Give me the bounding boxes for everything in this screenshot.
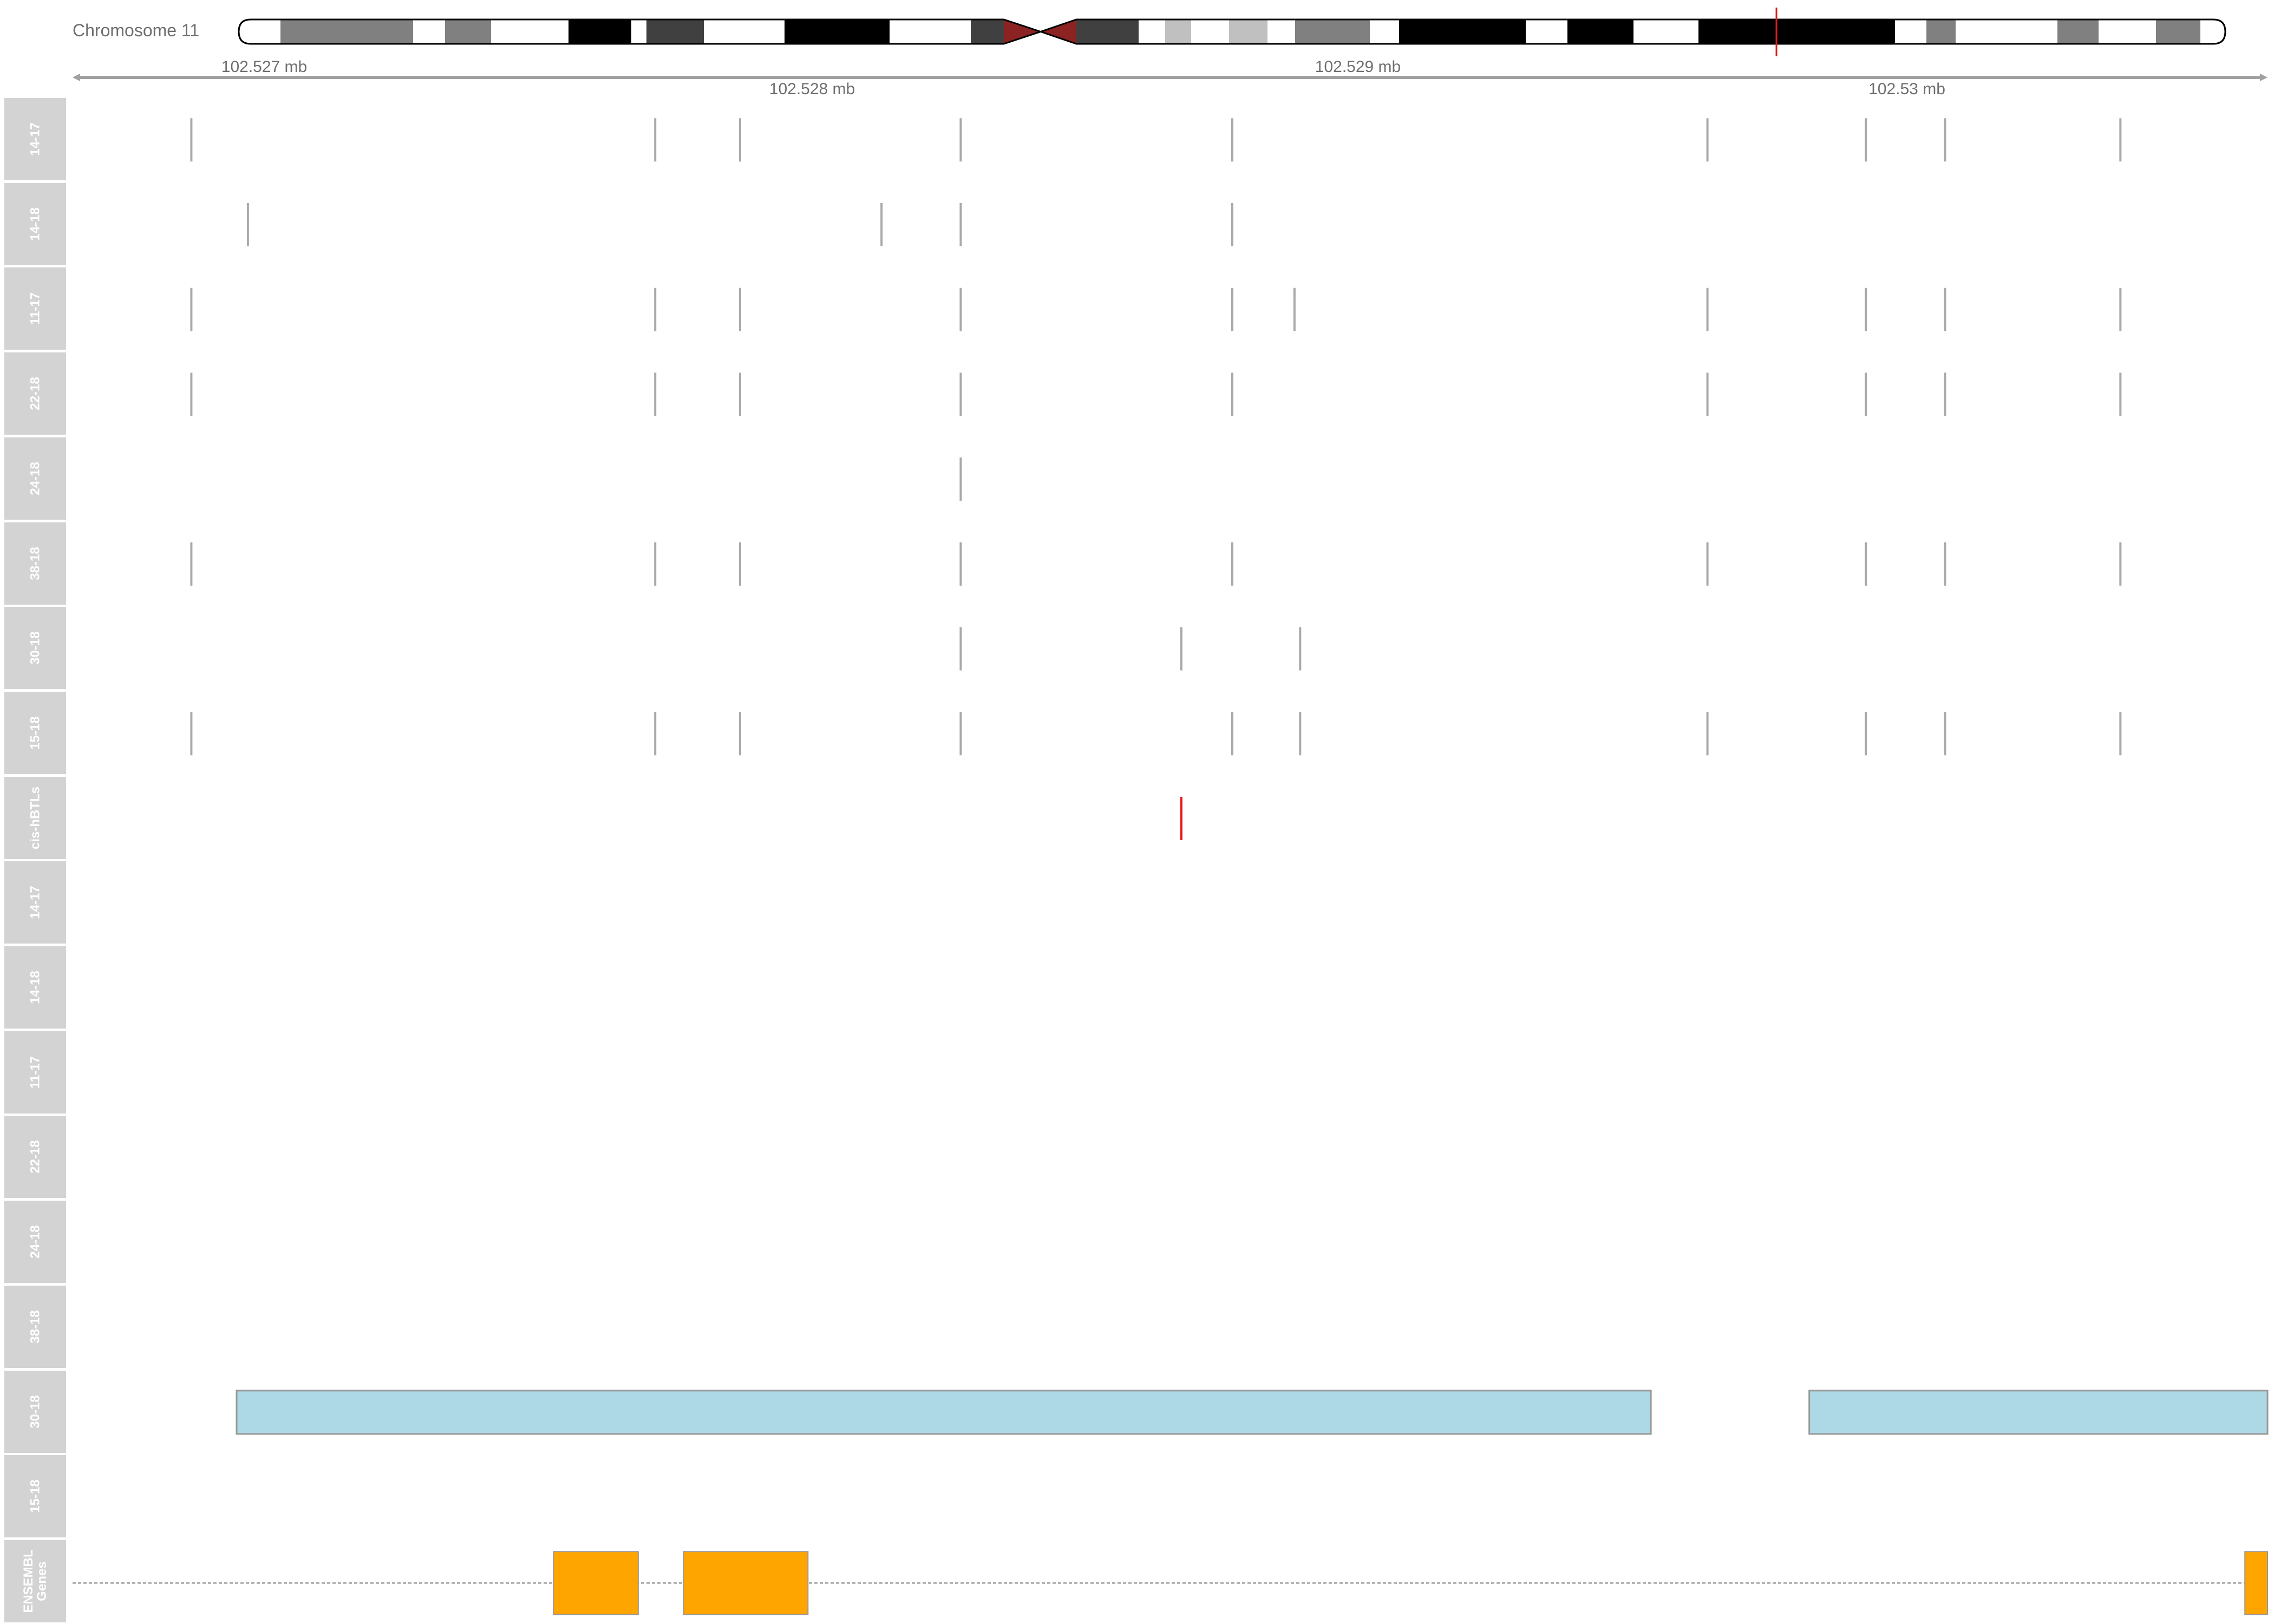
data-tracks: [73, 118, 2269, 1615]
genomic-axis: [73, 74, 2268, 81]
track-label: ENSEMBL Genes: [4, 1540, 66, 1622]
ideogram-band: [1526, 19, 1567, 44]
track-label: 24-18: [4, 437, 66, 520]
axis-tick-label: 102.528 mb: [769, 80, 855, 98]
ideogram-band: [1229, 19, 1267, 44]
track-label-text: 14-17: [28, 122, 43, 156]
track-label: 15-18: [4, 691, 66, 774]
ideogram-band: [631, 19, 646, 44]
ideogram-band: [1295, 19, 1370, 44]
track-label: 38-18: [4, 1285, 66, 1368]
ideogram-band: [704, 19, 785, 44]
axis-tick-label: 102.527 mb: [221, 58, 308, 76]
gene-track: [73, 1551, 2268, 1615]
ideogram-band: [239, 19, 280, 44]
track-label: 22-18: [4, 1116, 66, 1199]
track-label-text: 22-18: [28, 1140, 43, 1174]
axis-tick-label: 102.529 mb: [1315, 58, 1401, 76]
ideogram-band: [1370, 19, 1399, 44]
ideogram-bands: [239, 19, 2225, 44]
track-label: 15-18: [4, 1455, 66, 1538]
snp-track: [190, 542, 2122, 586]
snp-track: [190, 372, 2122, 416]
ideogram-band: [1895, 19, 1926, 44]
ideogram-band: [2057, 19, 2099, 44]
ideogram-band: [1076, 19, 1139, 44]
chromosome-ideogram: [238, 8, 2226, 56]
track-label: 38-18: [4, 522, 66, 605]
gene-exon: [553, 1551, 639, 1615]
track-label-text: 30-18: [28, 1394, 43, 1429]
ideogram-band: [1633, 19, 1698, 44]
axis-tick-label: 102.53 mb: [1868, 80, 1945, 98]
track-label-text: 14-17: [28, 886, 43, 919]
track-label: 30-18: [4, 607, 66, 690]
ideogram-band: [1698, 19, 1895, 44]
track-label: 14-17: [4, 861, 66, 944]
ideogram-band: [2099, 19, 2156, 44]
ideogram-band: [1956, 19, 2057, 44]
track-label: 22-18: [4, 352, 66, 435]
ideogram-band: [971, 19, 1004, 44]
ideogram-band: [1041, 19, 1076, 44]
snp-track: [190, 287, 2122, 331]
track-label-text: cis-hBTLs: [28, 786, 43, 849]
snp-track: [246, 203, 1233, 247]
ideogram-band: [1139, 19, 1165, 44]
ideogram-band: [1191, 19, 1229, 44]
axis-arrow-left: [73, 74, 80, 81]
ideogram-band: [1004, 19, 1041, 44]
gene-exon: [2244, 1551, 2268, 1615]
track-label: 11-17: [4, 267, 66, 350]
ideogram-band: [491, 19, 568, 44]
track-label: 14-18: [4, 946, 66, 1029]
snp-track: [190, 118, 2122, 162]
gene-exon: [683, 1551, 809, 1615]
track-label: 14-17: [4, 98, 66, 180]
ideogram-band: [1567, 19, 1633, 44]
ideogram-band: [445, 19, 491, 44]
region-block: [1808, 1390, 2269, 1435]
track-label-text: 11-17: [28, 292, 43, 325]
ideogram-band: [1165, 19, 1191, 44]
ideogram-band: [646, 19, 704, 44]
track-label-text: 24-18: [28, 462, 43, 495]
ideogram-band: [785, 19, 890, 44]
ideogram-band: [280, 19, 413, 44]
track-label-text: 38-18: [28, 1310, 43, 1344]
ideogram-band: [2156, 19, 2200, 44]
ideogram-band: [568, 19, 631, 44]
track-label-text: 15-18: [28, 1479, 43, 1513]
track-label: 24-18: [4, 1201, 66, 1284]
track-label-text: 15-18: [28, 716, 43, 750]
ideogram-band: [413, 19, 445, 44]
ideogram-band: [1267, 19, 1295, 44]
region-block: [236, 1390, 1652, 1435]
ideogram-band: [1926, 19, 1956, 44]
track-label: 11-17: [4, 1031, 66, 1114]
region-track: [236, 1390, 2269, 1435]
ideogram-band: [890, 19, 971, 44]
track-label-text: 30-18: [28, 631, 43, 665]
ideogram-band: [2200, 19, 2225, 44]
track-label: 14-18: [4, 182, 66, 265]
track-label-text: 14-18: [28, 971, 43, 1004]
ideogram-band: [1399, 19, 1526, 44]
snp-track: [190, 712, 2122, 756]
axis-arrow-right: [2260, 74, 2268, 81]
track-label-text: 22-18: [28, 377, 43, 410]
track-label-text: 24-18: [28, 1225, 43, 1259]
track-label: cis-hBTLs: [4, 776, 66, 859]
track-label-text: 11-17: [28, 1056, 43, 1089]
ideogram-outline: [238, 18, 2226, 45]
snp-track: [959, 627, 1302, 671]
track-label: 30-18: [4, 1370, 66, 1453]
track-label-text: 14-18: [28, 207, 43, 241]
track-label-text: 38-18: [28, 546, 43, 580]
track-label-text: ENSEMBL Genes: [21, 1549, 49, 1613]
chromosome-label: Chromosome 11: [73, 21, 200, 40]
